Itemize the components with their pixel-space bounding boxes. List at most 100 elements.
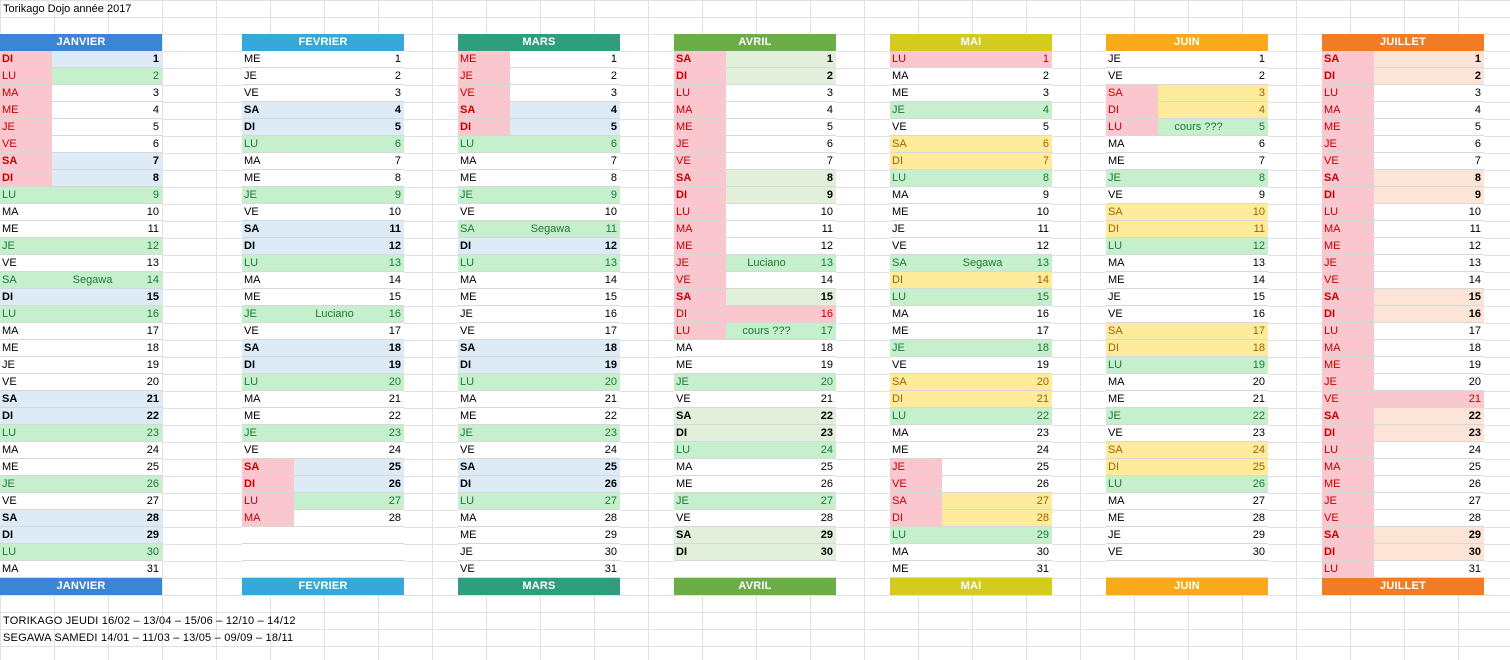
day-row[interactable]: LU cours ??? 5 xyxy=(1106,119,1268,136)
note-cell[interactable] xyxy=(942,238,1023,254)
day-row[interactable]: MA 20 xyxy=(1106,374,1268,391)
note-cell[interactable] xyxy=(1158,510,1239,526)
day-number-cell[interactable]: 21 xyxy=(1023,391,1052,407)
weekday-cell[interactable]: JE xyxy=(0,476,52,492)
weekday-cell[interactable]: MA xyxy=(892,308,909,320)
day-row[interactable]: SA 8 xyxy=(674,170,836,187)
day-row[interactable]: ME 1 xyxy=(458,51,620,68)
day-row[interactable]: LU 20 xyxy=(458,374,620,391)
note-cell[interactable] xyxy=(510,425,591,441)
note-cell[interactable] xyxy=(1158,374,1239,390)
day-number-cell[interactable]: 2 xyxy=(807,68,836,84)
day-number-cell[interactable]: 12 xyxy=(133,238,162,254)
day-row[interactable]: ME 8 xyxy=(242,170,404,187)
weekday-cell[interactable]: VE xyxy=(2,376,17,388)
day-number-cell[interactable]: 12 xyxy=(820,240,833,252)
weekday-cell[interactable]: ME xyxy=(460,410,477,422)
weekday-cell[interactable]: ME xyxy=(244,291,261,303)
day-number-cell[interactable]: 8 xyxy=(1455,170,1484,186)
note-cell[interactable] xyxy=(726,476,807,492)
weekday-cell[interactable]: JE xyxy=(674,493,726,509)
day-row[interactable]: JE 5 xyxy=(0,119,162,136)
weekday-cell[interactable]: DI xyxy=(242,476,294,492)
day-number-cell[interactable]: 30 xyxy=(133,544,162,560)
day-number-cell[interactable]: 19 xyxy=(1239,357,1268,373)
month-header[interactable]: JANVIER xyxy=(0,34,162,51)
note-cell[interactable] xyxy=(510,323,591,339)
note-cell[interactable] xyxy=(726,459,807,475)
weekday-cell[interactable]: ME xyxy=(1322,119,1374,135)
day-row[interactable]: MA 18 xyxy=(1322,340,1484,357)
day-number-cell[interactable]: 10 xyxy=(604,206,617,218)
day-number-cell[interactable]: 21 xyxy=(820,393,833,405)
weekday-cell[interactable]: MA xyxy=(244,155,261,167)
day-row[interactable]: LU 3 xyxy=(674,85,836,102)
day-row[interactable]: MA 7 xyxy=(458,153,620,170)
note-cell[interactable] xyxy=(1374,187,1455,203)
day-number-cell[interactable]: 28 xyxy=(133,510,162,526)
day-row[interactable]: DI 30 xyxy=(1322,544,1484,561)
weekday-cell[interactable]: SA xyxy=(0,153,52,169)
day-row[interactable]: MA 18 xyxy=(674,340,836,357)
day-row[interactable]: JE 2 xyxy=(458,68,620,85)
day-row[interactable]: JE 27 xyxy=(1322,493,1484,510)
weekday-cell[interactable]: DI xyxy=(1106,340,1158,356)
day-row[interactable]: VE 21 xyxy=(1322,391,1484,408)
day-number-cell[interactable]: 26 xyxy=(133,476,162,492)
day-row[interactable]: JE 8 xyxy=(1106,170,1268,187)
empty-row[interactable] xyxy=(242,561,404,578)
weekday-cell[interactable]: LU xyxy=(1106,119,1158,135)
weekday-cell[interactable]: SA xyxy=(458,340,510,356)
day-number-cell[interactable]: 26 xyxy=(1468,478,1481,490)
weekday-cell[interactable]: SA xyxy=(1322,527,1374,543)
note-cell[interactable] xyxy=(1158,544,1239,560)
note-cell[interactable] xyxy=(294,221,375,237)
weekday-cell[interactable]: ME xyxy=(1108,393,1125,405)
note-cell[interactable] xyxy=(1158,442,1239,458)
note-cell[interactable] xyxy=(726,306,807,322)
weekday-cell[interactable]: MA xyxy=(892,427,909,439)
day-number-cell[interactable]: 27 xyxy=(1468,495,1481,507)
note-cell[interactable] xyxy=(1158,527,1239,543)
weekday-cell[interactable]: JE xyxy=(1108,53,1121,65)
day-number-cell[interactable]: 25 xyxy=(591,459,620,475)
month-header[interactable]: FEVRIER xyxy=(242,34,404,51)
day-number-cell[interactable]: 21 xyxy=(604,393,617,405)
note-cell[interactable] xyxy=(1374,391,1455,407)
note-cell[interactable] xyxy=(942,442,1023,458)
day-row[interactable]: MA 17 xyxy=(0,323,162,340)
day-number-cell[interactable]: 5 xyxy=(591,119,620,135)
weekday-cell[interactable]: LU xyxy=(890,51,942,67)
weekday-cell[interactable]: MA xyxy=(244,393,261,405)
note-cell[interactable] xyxy=(294,340,375,356)
day-number-cell[interactable]: 15 xyxy=(1455,289,1484,305)
day-row[interactable]: DI 2 xyxy=(1322,68,1484,85)
weekday-cell[interactable]: ME xyxy=(892,563,909,575)
weekday-cell[interactable]: SA xyxy=(458,102,510,118)
note-cell[interactable] xyxy=(726,204,807,220)
day-number-cell[interactable]: 23 xyxy=(1455,425,1484,441)
weekday-cell[interactable]: DI xyxy=(1322,425,1374,441)
weekday-cell[interactable]: JE xyxy=(890,459,942,475)
note-cell[interactable] xyxy=(1374,85,1455,101)
note-cell[interactable] xyxy=(510,357,591,373)
day-number-cell[interactable]: 28 xyxy=(1252,512,1265,524)
weekday-cell[interactable]: VE xyxy=(892,359,907,371)
day-row[interactable]: LU 31 xyxy=(1322,561,1484,578)
note-cell[interactable] xyxy=(510,306,591,322)
day-number-cell[interactable]: 20 xyxy=(807,374,836,390)
weekday-cell[interactable]: SA xyxy=(674,170,726,186)
note-cell[interactable] xyxy=(1158,153,1239,169)
weekday-cell[interactable]: LU xyxy=(1106,357,1158,373)
note-cell[interactable] xyxy=(294,476,375,492)
day-number-cell[interactable]: 1 xyxy=(807,51,836,67)
day-row[interactable]: LU 6 xyxy=(458,136,620,153)
day-number-cell[interactable]: 31 xyxy=(1036,563,1049,575)
note-cell[interactable] xyxy=(1374,510,1455,526)
weekday-cell[interactable]: LU xyxy=(458,136,510,152)
note-cell[interactable] xyxy=(1158,170,1239,186)
note-cell[interactable] xyxy=(294,153,375,169)
day-number-cell[interactable]: 15 xyxy=(133,289,162,305)
day-row[interactable]: JE 15 xyxy=(1106,289,1268,306)
day-row[interactable]: VE 17 xyxy=(458,323,620,340)
